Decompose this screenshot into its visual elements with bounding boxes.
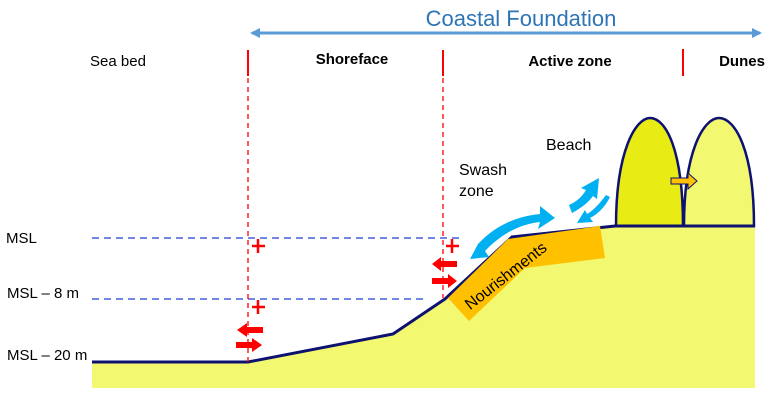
plus-icon xyxy=(446,239,459,253)
beach-offshore-arrow-icon xyxy=(577,195,610,223)
rear-dune xyxy=(682,116,756,228)
plus-icon xyxy=(252,300,265,314)
diagram-title: Coastal Foundation xyxy=(426,6,617,31)
swash-zone-label-line2: zone xyxy=(459,183,494,200)
front-dune xyxy=(614,116,685,228)
msl-20m-label: MSL – 20 m xyxy=(7,347,87,364)
swash-zone-label-line1: Swash xyxy=(459,162,507,179)
arrow-left-icon xyxy=(432,257,457,271)
msl-label: MSL xyxy=(6,230,37,247)
zone-shoreface: Shoreface xyxy=(316,51,389,68)
zone-dunes: Dunes xyxy=(719,53,765,70)
arrow-right-icon xyxy=(236,338,262,352)
beach-label: Beach xyxy=(546,137,591,154)
msl-8m-label: MSL – 8 m xyxy=(7,285,79,302)
sand-profile xyxy=(92,226,755,388)
plus-icon xyxy=(252,239,265,253)
arrow-right-icon xyxy=(432,274,457,288)
arrow-left-icon xyxy=(237,323,263,337)
beach-onshore-arrow-icon xyxy=(569,178,599,213)
zone-active: Active zone xyxy=(528,53,611,70)
zone-sea-bed: Sea bed xyxy=(90,53,146,70)
dune-migration-arrow-icon xyxy=(670,171,698,191)
nourishment-body xyxy=(448,226,605,321)
swash-double-arrow-icon xyxy=(470,206,555,259)
